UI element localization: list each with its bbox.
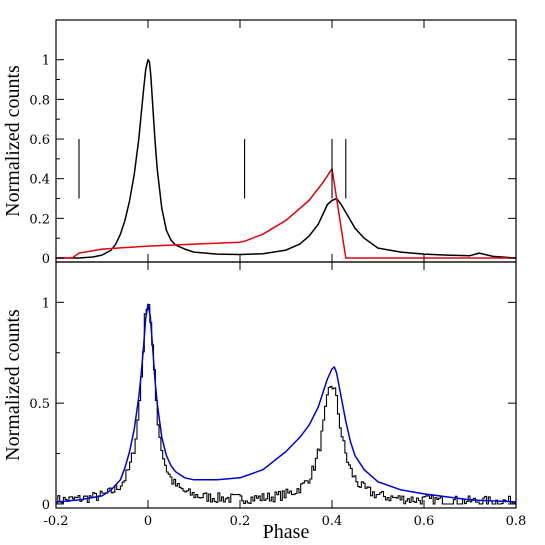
top-ytick-label: 0.6 bbox=[29, 133, 50, 148]
bottom-xtick-label: 0.4 bbox=[322, 514, 343, 529]
top-ytick-label: 0.8 bbox=[29, 93, 50, 108]
bottom-ylabel: Normalized counts bbox=[2, 309, 24, 461]
bottom-xtick-label: 0.6 bbox=[414, 514, 435, 529]
top-panel: 0 0.2 0.4 0.6 0.8 1 Normalized counts bbox=[2, 19, 517, 267]
top-ytick-label: 0.2 bbox=[29, 212, 50, 227]
bottom-series-2-line bbox=[56, 303, 516, 503]
bottom-xtick-label: 0 bbox=[144, 514, 152, 529]
top-ytick-label: 0 bbox=[42, 252, 50, 267]
bottom-panel: -0.2 0 0.2 0.4 0.6 0.800.51 Normalized counts… bbox=[2, 261, 527, 543]
top-ytick-label: 1 bbox=[42, 54, 50, 69]
bottom-ytick-label: 0 bbox=[42, 498, 50, 513]
histogram-series bbox=[56, 303, 516, 505]
top-series-2-line bbox=[56, 168, 516, 259]
bottom-plot-frame bbox=[55, 261, 517, 509]
bottom-ytick-label: 0.5 bbox=[29, 397, 50, 412]
bottom-xtick-label: 0.2 bbox=[230, 514, 251, 529]
bottom-xtick-label: -0.2 bbox=[43, 514, 68, 529]
bottom-xtick-label: 0.8 bbox=[506, 514, 527, 529]
top-ytick-label: 0.4 bbox=[29, 173, 50, 188]
bottom-xlabel: Phase bbox=[263, 521, 310, 543]
top-series-1-line bbox=[56, 58, 516, 259]
bottom-ytick-label: 1 bbox=[42, 296, 50, 311]
top-ylabel: Normalized counts bbox=[2, 65, 24, 217]
